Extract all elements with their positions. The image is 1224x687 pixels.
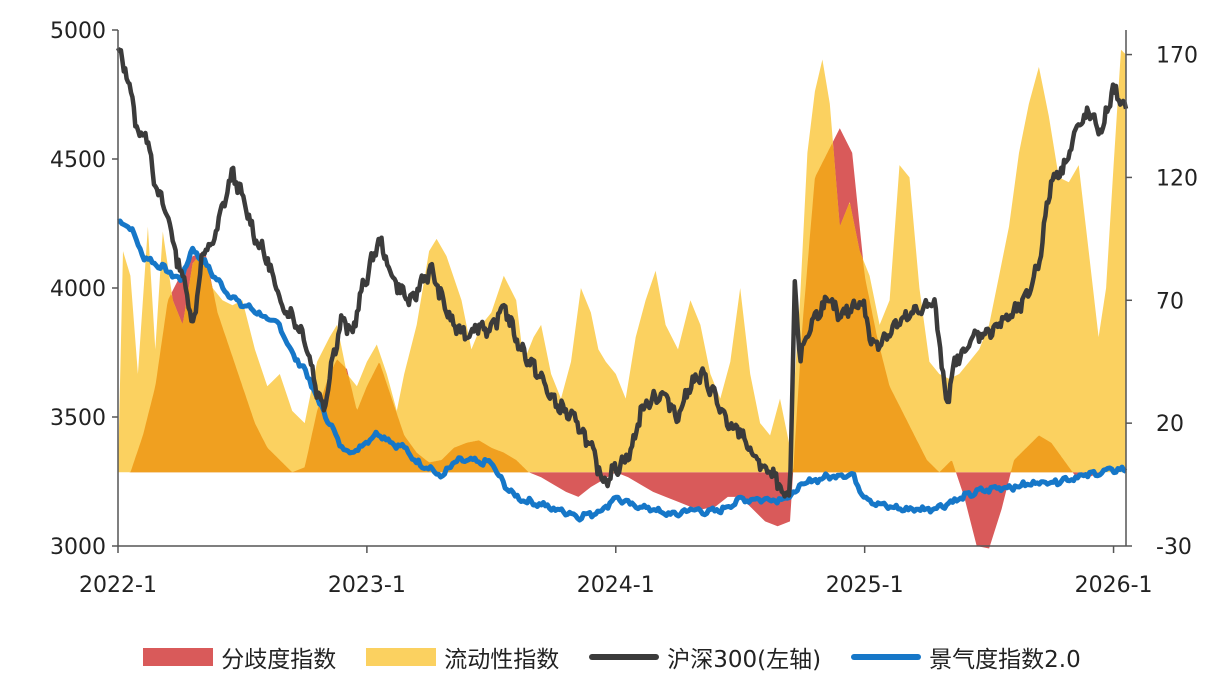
legend-swatch-divergence — [143, 648, 214, 666]
x-tick-label: 2026-1 — [1075, 573, 1153, 598]
x-tick-label: 2022-1 — [79, 573, 157, 598]
left-tick-label: 4000 — [50, 277, 106, 302]
right-tick-label: 70 — [1156, 289, 1184, 314]
hs300-line — [115, 46, 1129, 499]
legend-swatch-liquidity — [366, 648, 437, 666]
left-tick-label: 5000 — [50, 19, 106, 44]
legend-item-hs300: 沪深300(左轴) — [589, 640, 821, 674]
legend-swatch-sentiment — [851, 654, 922, 660]
legend-item-divergence: 分歧度指数 — [143, 640, 336, 674]
x-tick-label: 2023-1 — [328, 573, 406, 598]
legend-label-liquidity: 流动性指数 — [444, 647, 560, 673]
right-tick-label: 170 — [1156, 44, 1198, 69]
right-tick-label: 120 — [1156, 166, 1198, 191]
axes: 3000 3500 4000 4500 5000 -30 20 70 120 170 2022-1 2… — [50, 19, 1198, 598]
legend-swatch-hs300 — [589, 654, 660, 660]
left-tick-label: 3000 — [50, 535, 106, 560]
x-tick-label: 2024-1 — [577, 573, 655, 598]
overlap-area — [118, 142, 1126, 473]
area-layer — [118, 49, 1126, 549]
legend-item-sentiment: 景气度指数2.0 — [851, 640, 1081, 674]
right-tick-label: -30 — [1156, 535, 1192, 560]
legend-item-liquidity: 流动性指数 — [366, 640, 559, 674]
legend: 分歧度指数 流动性指数 沪深300(左轴) 景气度指数2.0 — [0, 632, 1224, 682]
chart: 3000 3500 4000 4500 5000 -30 20 70 120 170 2022-1 2… — [50, 19, 1198, 598]
left-tick-label: 4500 — [50, 148, 106, 173]
x-tick-label: 2025-1 — [826, 573, 904, 598]
divergence-area — [118, 128, 1126, 549]
legend-label-divergence: 分歧度指数 — [221, 647, 337, 673]
line-layer — [115, 46, 1129, 523]
legend-label-sentiment: 景气度指数2.0 — [929, 647, 1081, 673]
sentiment-line — [117, 218, 1128, 523]
left-tick-label: 3500 — [50, 406, 106, 431]
legend-label-hs300: 沪深300(左轴) — [667, 647, 822, 673]
right-tick-label: 20 — [1156, 412, 1184, 437]
